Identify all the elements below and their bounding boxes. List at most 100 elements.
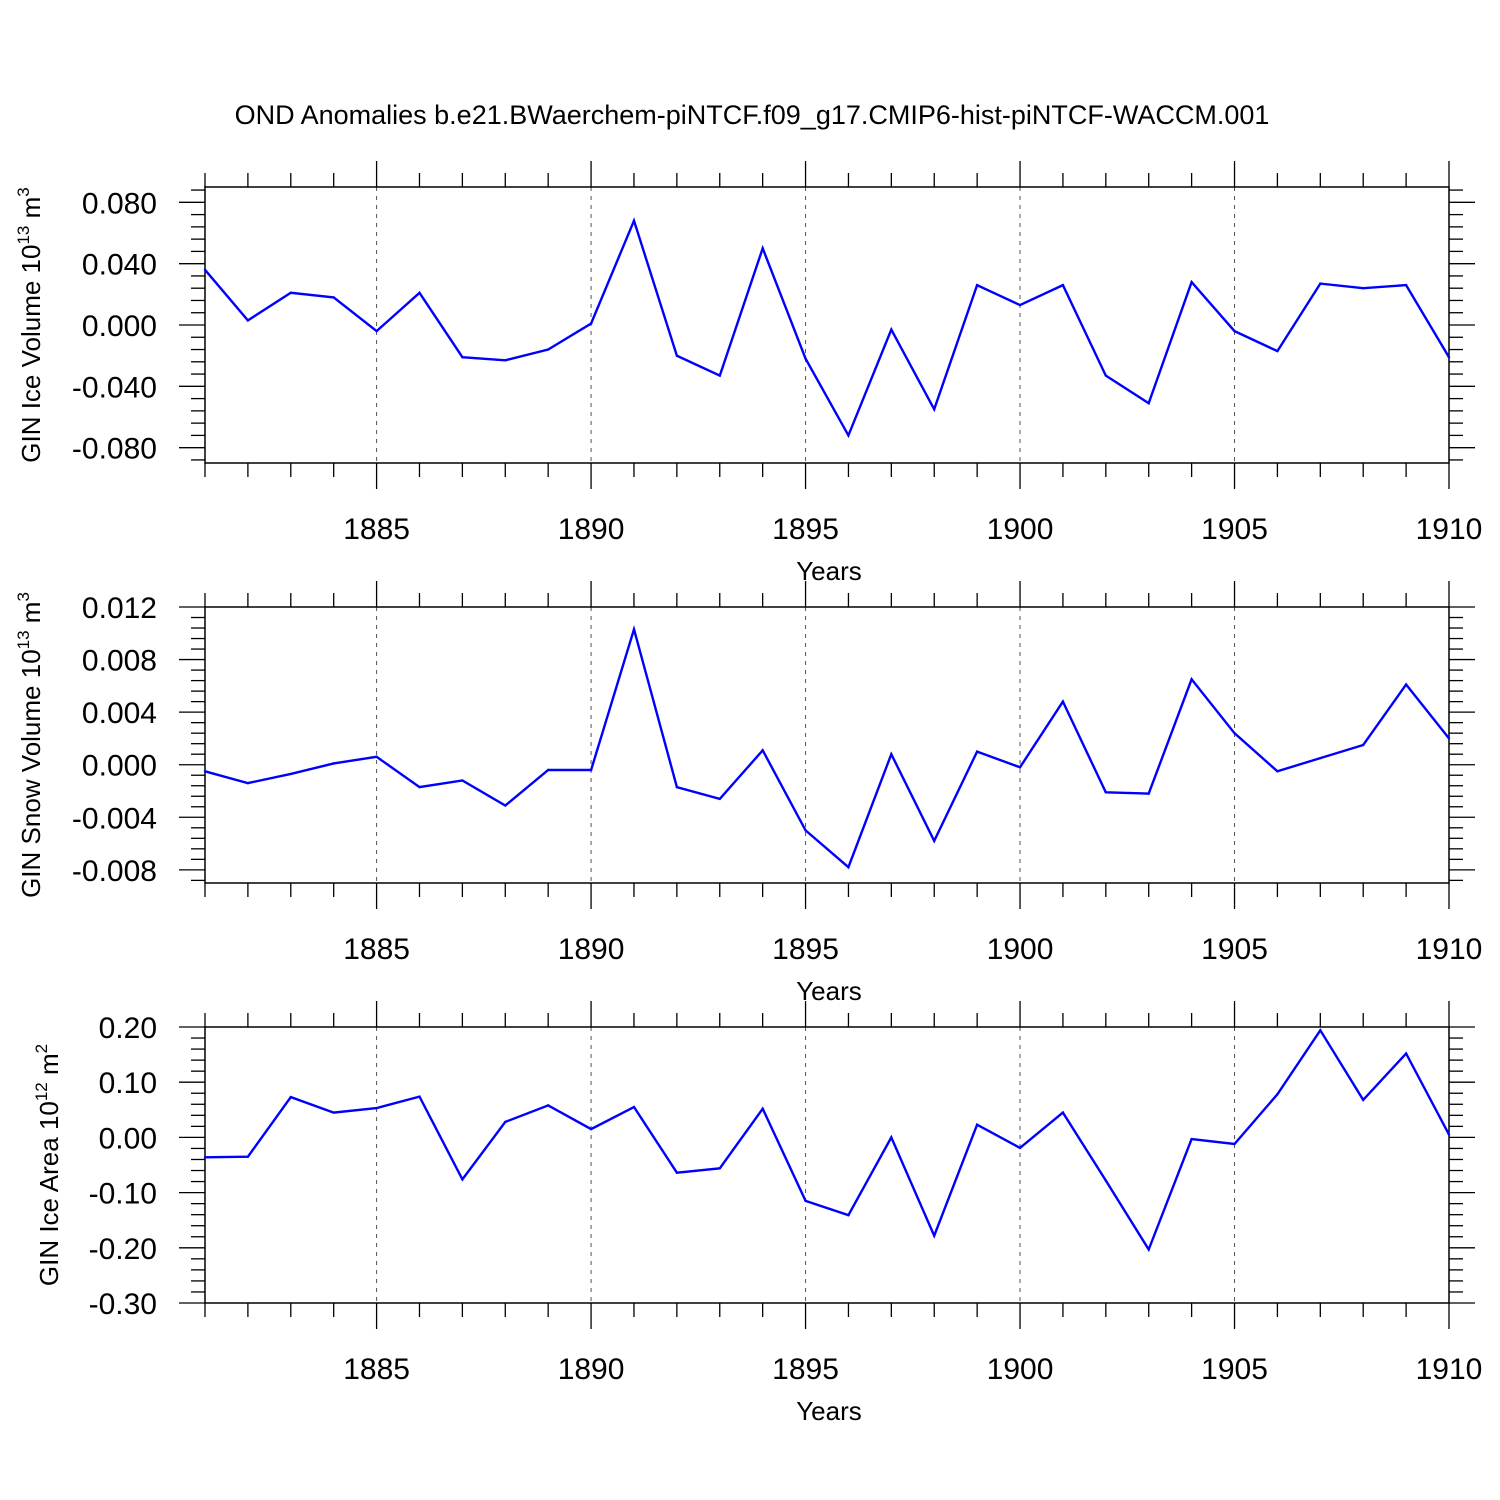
- data-point: [1362, 743, 1365, 747]
- data-point: [546, 1104, 550, 1107]
- data-point: [546, 348, 550, 351]
- data-point: [589, 1127, 593, 1131]
- x-tick-label: 1905: [1201, 1353, 1268, 1386]
- data-point: [890, 328, 893, 331]
- x-tick-label: 1910: [1416, 1353, 1483, 1386]
- data-point: [1190, 1137, 1193, 1141]
- data-point: [718, 1167, 721, 1170]
- data-point: [1061, 700, 1065, 703]
- data-point: [1147, 1248, 1150, 1251]
- data-point: [289, 291, 292, 294]
- data-point: [1276, 1093, 1279, 1096]
- data-point: [203, 1156, 207, 1159]
- data-point: [1233, 1142, 1236, 1146]
- data-point: [847, 866, 850, 869]
- y-tick-label: 0.040: [82, 249, 157, 282]
- x-tick-label: 1895: [772, 513, 839, 546]
- data-point: [332, 1111, 335, 1114]
- y-tick-label: -0.080: [72, 433, 157, 466]
- data-point: [504, 804, 507, 807]
- data-point: [461, 356, 464, 359]
- figure-title: OND Anomalies b.e21.BWaerchem-piNTCF.f09…: [235, 100, 1270, 130]
- data-point: [675, 1171, 679, 1174]
- y-tick-label: -0.30: [89, 1288, 157, 1321]
- data-point: [1404, 683, 1408, 686]
- y-tick-label: 0.00: [99, 1122, 157, 1155]
- x-tick-label: 1895: [772, 1353, 839, 1386]
- data-point: [632, 1105, 636, 1109]
- data-point: [761, 749, 764, 752]
- data-point: [761, 1107, 764, 1110]
- data-point: [246, 1155, 250, 1158]
- plot-frame: [204, 1026, 1450, 1304]
- y-axis-label: GIN Ice Area 1012 m2: [32, 1044, 64, 1286]
- plot-frame: [204, 606, 1450, 884]
- y-tick-label: 0.008: [82, 645, 157, 678]
- data-point: [289, 772, 292, 776]
- x-tick-label: 1890: [558, 513, 625, 546]
- x-axis-label: Years: [796, 556, 862, 586]
- y-axis-label: GIN Ice Volume 1013 m3: [14, 187, 46, 463]
- x-tick-label: 1905: [1201, 513, 1268, 546]
- data-point: [546, 768, 550, 772]
- data-point: [504, 1120, 507, 1124]
- x-tick-label: 1910: [1416, 513, 1483, 546]
- data-point: [1061, 283, 1065, 287]
- data-point: [1362, 287, 1365, 290]
- data-point: [1233, 731, 1236, 735]
- series-line: [204, 217, 1451, 439]
- data-point: [375, 1106, 378, 1110]
- data-point: [718, 374, 721, 377]
- data-point: [718, 797, 721, 801]
- x-tick-label: 1885: [343, 513, 410, 546]
- y-tick-label: 0.000: [82, 750, 157, 783]
- data-point: [1104, 791, 1108, 794]
- data-point: [804, 357, 807, 360]
- data-point: [1447, 737, 1451, 740]
- x-tick-label: 1905: [1201, 933, 1268, 966]
- x-tick-label: 1885: [343, 1353, 410, 1386]
- data-point: [1404, 1052, 1408, 1055]
- data-point: [1319, 282, 1322, 285]
- y-axis-label: GIN Snow Volume 1013 m3: [14, 592, 46, 898]
- data-point: [975, 1123, 979, 1126]
- data-point: [375, 329, 378, 333]
- x-tick-label: 1900: [987, 513, 1054, 546]
- data-point: [1104, 374, 1108, 377]
- data-point: [1018, 303, 1022, 307]
- data-point: [804, 829, 807, 832]
- data-point: [890, 753, 893, 756]
- data-point: [1104, 1179, 1108, 1182]
- y-tick-label: 0.10: [99, 1067, 157, 1100]
- x-tick-label: 1900: [987, 933, 1054, 966]
- data-point: [461, 1178, 464, 1181]
- x-tick-label: 1890: [558, 933, 625, 966]
- data-point: [1447, 356, 1451, 359]
- series-line: [204, 624, 1450, 870]
- x-axis-label: Years: [796, 1396, 862, 1426]
- data-point: [1276, 349, 1279, 353]
- data-point: [632, 628, 636, 631]
- data-point: [1061, 1111, 1065, 1114]
- data-point: [1362, 1098, 1365, 1102]
- y-tick-label: -0.20: [89, 1233, 157, 1266]
- data-point: [203, 770, 207, 773]
- x-tick-label: 1890: [558, 1353, 625, 1386]
- data-point: [1018, 766, 1022, 769]
- x-tick-label: 1885: [343, 933, 410, 966]
- y-tick-label: -0.040: [72, 371, 157, 404]
- data-point: [246, 781, 250, 785]
- data-point: [890, 1136, 893, 1139]
- data-point: [975, 283, 979, 287]
- data-point: [418, 785, 421, 789]
- y-tick-label: -0.10: [89, 1178, 157, 1211]
- data-point: [1147, 402, 1150, 405]
- data-point: [1190, 280, 1193, 284]
- data-point: [1147, 792, 1150, 795]
- y-tick-label: -0.004: [72, 802, 157, 835]
- data-point: [504, 359, 507, 362]
- data-point: [589, 322, 593, 325]
- data-point: [632, 219, 636, 222]
- data-point: [933, 1234, 936, 1237]
